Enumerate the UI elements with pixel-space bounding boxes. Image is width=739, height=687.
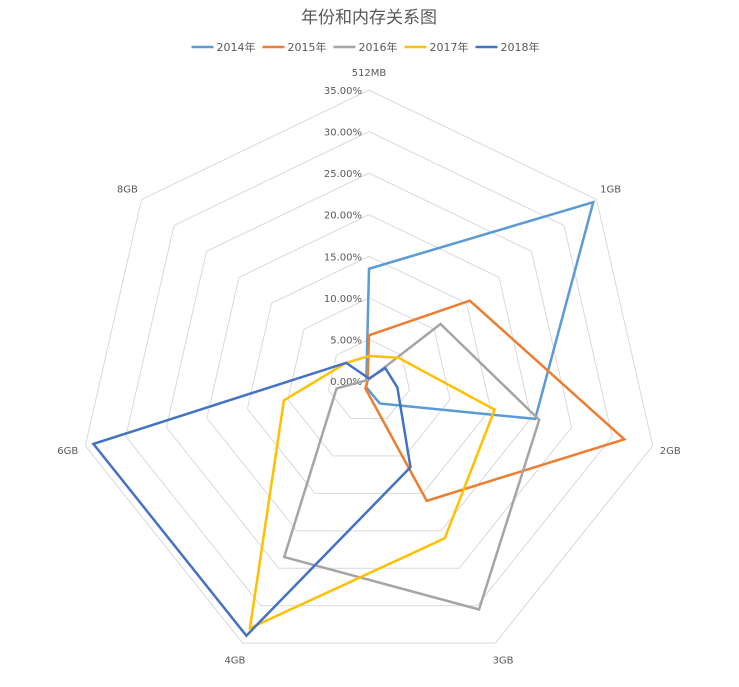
tick-label: 10.00% — [324, 294, 362, 305]
series-line — [248, 354, 497, 631]
category-label: 3GB — [493, 655, 514, 666]
legend: 2014年 2015年 2016年 2017年 2018年 — [191, 40, 540, 54]
tick-label: 30.00% — [324, 128, 362, 139]
tick-label: 0.00% — [330, 377, 362, 388]
series-line — [364, 299, 627, 503]
legend-item: 2016年 — [359, 40, 398, 54]
chart-title: 年份和内存关系图 — [301, 8, 437, 28]
category-label: 6GB — [57, 446, 78, 457]
grid-ring — [206, 214, 532, 532]
tick-label: 5.00% — [330, 335, 362, 346]
grid-ring — [165, 172, 573, 569]
series-line — [282, 322, 541, 611]
category-label: 8GB — [117, 184, 138, 195]
tick-label: 20.00% — [324, 211, 362, 222]
tick-label: 25.00% — [324, 169, 362, 180]
legend-item: 2015年 — [288, 40, 327, 54]
category-label: 512MB — [352, 68, 387, 79]
grid-ring — [246, 255, 492, 494]
legend-item: 2017年 — [430, 40, 469, 54]
legend-item: 2014年 — [217, 40, 256, 54]
category-label: 1GB — [600, 184, 621, 195]
category-labels: 512MB 1GB 2GB 3GB 4GB 6GB 8GB — [57, 68, 681, 666]
category-label: 2GB — [660, 446, 681, 457]
tick-label: 35.00% — [324, 86, 362, 97]
category-label: 4GB — [224, 655, 245, 666]
grid-ring — [125, 131, 613, 607]
series-line — [91, 361, 412, 638]
tick-label: 15.00% — [324, 252, 362, 263]
grid-ring — [84, 89, 654, 644]
radial-ticks: 0.00% 5.00% 10.00% 15.00% 20.00% 25.00% 30.00%… — [324, 86, 362, 388]
grid-ring — [287, 297, 451, 457]
legend-item: 2018年 — [501, 40, 540, 54]
series-group — [91, 200, 627, 638]
